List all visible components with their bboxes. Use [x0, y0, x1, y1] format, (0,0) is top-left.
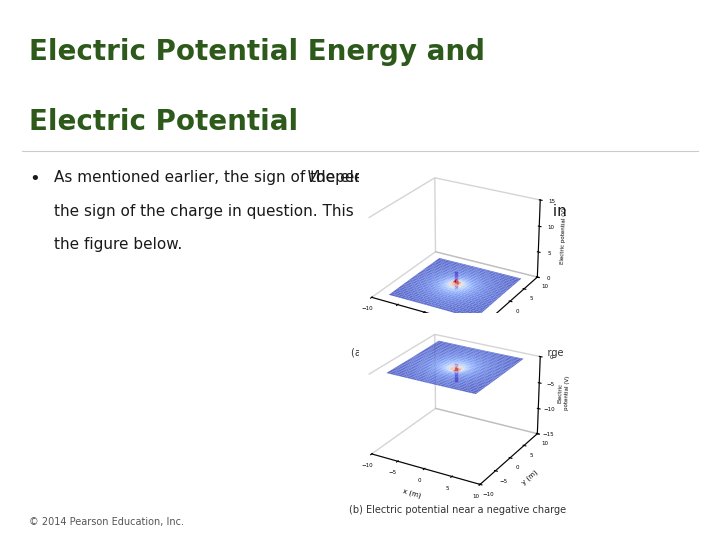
Text: depends on: depends on	[311, 170, 405, 185]
Text: the figure below.: the figure below.	[54, 237, 182, 252]
Text: V: V	[307, 170, 317, 185]
X-axis label: x (m): x (m)	[402, 488, 422, 499]
Text: the sign of the charge in question. This relationship is illustrated in: the sign of the charge in question. This…	[54, 204, 567, 219]
Text: As mentioned earlier, the sign of the electric potential: As mentioned earlier, the sign of the el…	[54, 170, 475, 185]
Y-axis label: y (m): y (m)	[521, 469, 539, 486]
Text: © 2014 Pearson Education, Inc.: © 2014 Pearson Education, Inc.	[29, 516, 184, 526]
Text: Electric Potential: Electric Potential	[29, 108, 298, 136]
X-axis label: x (m): x (m)	[402, 331, 422, 342]
Text: Electric Potential Energy and: Electric Potential Energy and	[29, 38, 485, 66]
Text: •: •	[29, 170, 40, 188]
Text: (b) Electric potential near a negative charge: (b) Electric potential near a negative c…	[348, 505, 566, 515]
Y-axis label: y (m): y (m)	[521, 312, 539, 329]
Text: (a) Electric potential near a positive charge: (a) Electric potential near a positive c…	[351, 348, 564, 359]
